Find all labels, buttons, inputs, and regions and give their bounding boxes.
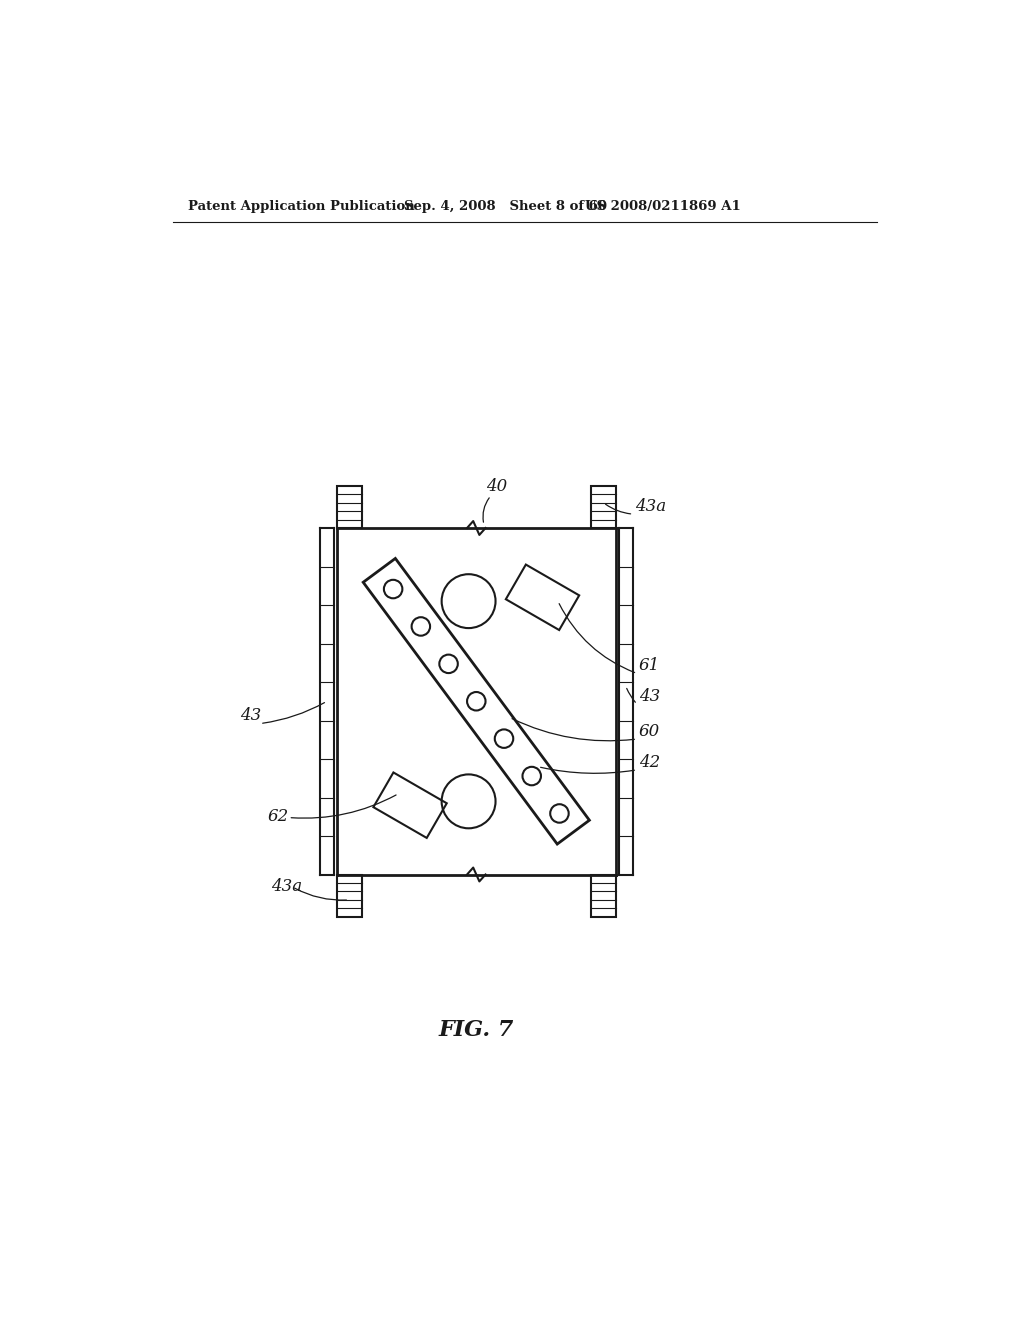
Text: 43: 43 — [639, 688, 660, 705]
Text: 61: 61 — [639, 657, 660, 675]
Text: 43a: 43a — [270, 878, 302, 895]
Text: 60: 60 — [639, 723, 660, 741]
Text: 42: 42 — [639, 754, 660, 771]
Text: FIG. 7: FIG. 7 — [438, 1019, 514, 1041]
Text: 43: 43 — [240, 708, 261, 725]
Text: Patent Application Publication: Patent Application Publication — [188, 199, 415, 213]
Text: 43a: 43a — [635, 498, 666, 515]
Text: US 2008/0211869 A1: US 2008/0211869 A1 — [585, 199, 740, 213]
Text: 40: 40 — [486, 478, 508, 495]
Text: Sep. 4, 2008   Sheet 8 of 60: Sep. 4, 2008 Sheet 8 of 60 — [403, 199, 607, 213]
Text: 62: 62 — [267, 808, 289, 825]
